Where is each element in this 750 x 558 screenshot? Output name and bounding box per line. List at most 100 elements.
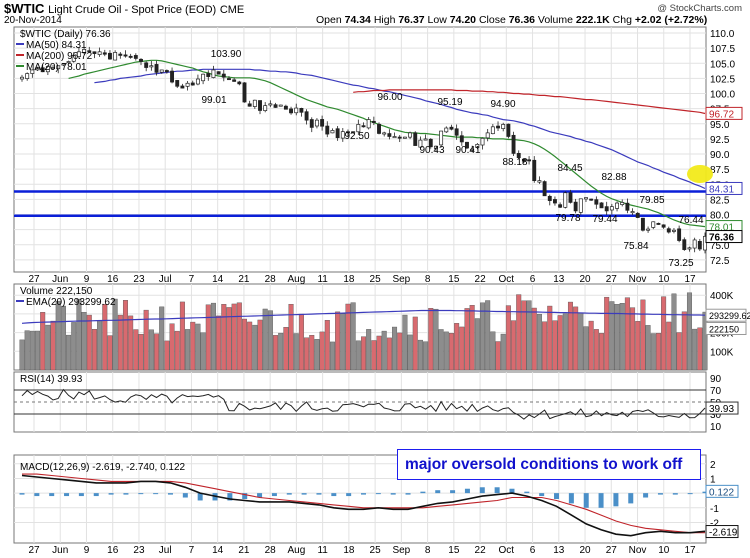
volume-bar-down [154,333,160,371]
candle-down [237,81,242,85]
candle-up [82,49,87,54]
candle-up [268,103,273,106]
price-annotation: 75.84 [623,241,648,252]
macd-histogram-bar [19,493,25,495]
candle-down [92,51,97,54]
x-tick-label: 18 [343,274,355,285]
macd-histogram-bar [524,491,530,494]
macd-histogram-bar [390,493,396,495]
volume-bar-up [210,302,216,371]
macd-histogram-bar [554,493,560,499]
price-annotation: 95.19 [437,97,462,108]
volume-bar-up [650,333,656,371]
volume-bar-up [686,292,692,371]
last-value-label: -2.619 [709,528,738,539]
candle-down [216,71,221,75]
candle-up [563,192,568,208]
macd-histogram-bar [182,493,188,498]
volume-bar-down [190,321,196,371]
volume-bar-down [128,315,134,371]
x-tick-label: 17 [684,274,696,285]
candle-down [128,55,133,58]
candle-down [320,119,325,127]
candle-up [620,202,625,205]
x-tick-label: 18 [343,545,355,556]
candle-down [527,159,532,162]
candle-up [418,139,423,148]
legend-entry: MA(20) 78.01 [26,62,87,73]
macd-histogram-bar [316,493,322,495]
candle-down [283,105,288,110]
candle-down [511,134,516,154]
volume-bar-down [319,331,325,371]
volume-bar-up [500,333,506,371]
y-tick-label: 80.0 [710,211,730,222]
volume-bar-down [86,314,92,371]
candle-down [413,132,418,146]
candle-up [439,130,444,146]
volume-bar-down [102,304,108,371]
candle-down [516,152,521,159]
x-tick-label: Aug [288,274,306,285]
candle-down [552,199,557,204]
x-tick-label: 22 [475,274,487,285]
volume-bar-down [676,332,682,371]
volume-bar-up [262,308,268,371]
instrument-name: Light Crude Oil - Spot Price (EOD) [48,4,217,16]
x-tick-label: Jul [159,274,172,285]
volume-legend-title: Volume 222,150 [20,286,93,297]
x-tick-label: 7 [189,545,195,556]
low-value: 74.20 [449,14,477,26]
macd-histogram-bar [598,493,604,508]
macd-histogram-bar [153,493,159,495]
macd-histogram-bar [138,493,144,495]
volume-bar-up [583,326,589,371]
macd-histogram-bar [657,493,663,495]
candle-up [584,197,588,200]
volume-bar-up [438,329,444,371]
x-tick-label: 27 [28,274,40,285]
x-tick-label: 14 [212,545,224,556]
volume-bar-down [567,301,573,371]
candle-up [71,55,76,62]
volume-bar-down [495,341,501,371]
candle-down [133,55,138,59]
candle-up [35,68,40,71]
y-tick-label: 87.5 [710,165,730,176]
last-value-box [705,321,747,335]
volume-bar-down [179,301,185,371]
volume-bar-down [640,299,646,371]
volume-bar-down [143,309,149,371]
candle-up [263,105,268,112]
x-tick-label: 28 [265,274,277,285]
last-value-box [705,525,739,539]
macd-histogram-bar [227,493,233,501]
candle-down [180,85,185,89]
candle-up [25,73,30,79]
volume-bar-up [578,312,584,371]
volume-bar-down [661,296,667,371]
candle-down [40,67,45,73]
candle-up [444,127,449,133]
volume-bar-up [490,331,496,371]
macd-histogram-bar [687,493,693,495]
volume-bar-up [423,341,429,371]
volume-bar-down [288,304,294,371]
y-tick-label: 75.0 [710,241,730,252]
volume-bar-up [340,313,346,371]
volume-bar-up [66,334,72,371]
candle-down [656,222,661,225]
candle-down [154,64,159,73]
volume-bar-down [599,333,605,371]
volume-bar-down [283,327,289,371]
candle-up [615,202,619,209]
volume-bar-up [159,306,165,371]
volume-bar-down [50,320,56,371]
macd-histogram-bar [375,493,381,495]
volume-bar-up [609,301,615,371]
y-tick-label: 400K [710,291,734,302]
candle-up [630,211,635,214]
volume-bar-up [562,313,568,371]
price-annotation: 88.18 [502,157,527,168]
volume-bar-up [381,330,387,371]
